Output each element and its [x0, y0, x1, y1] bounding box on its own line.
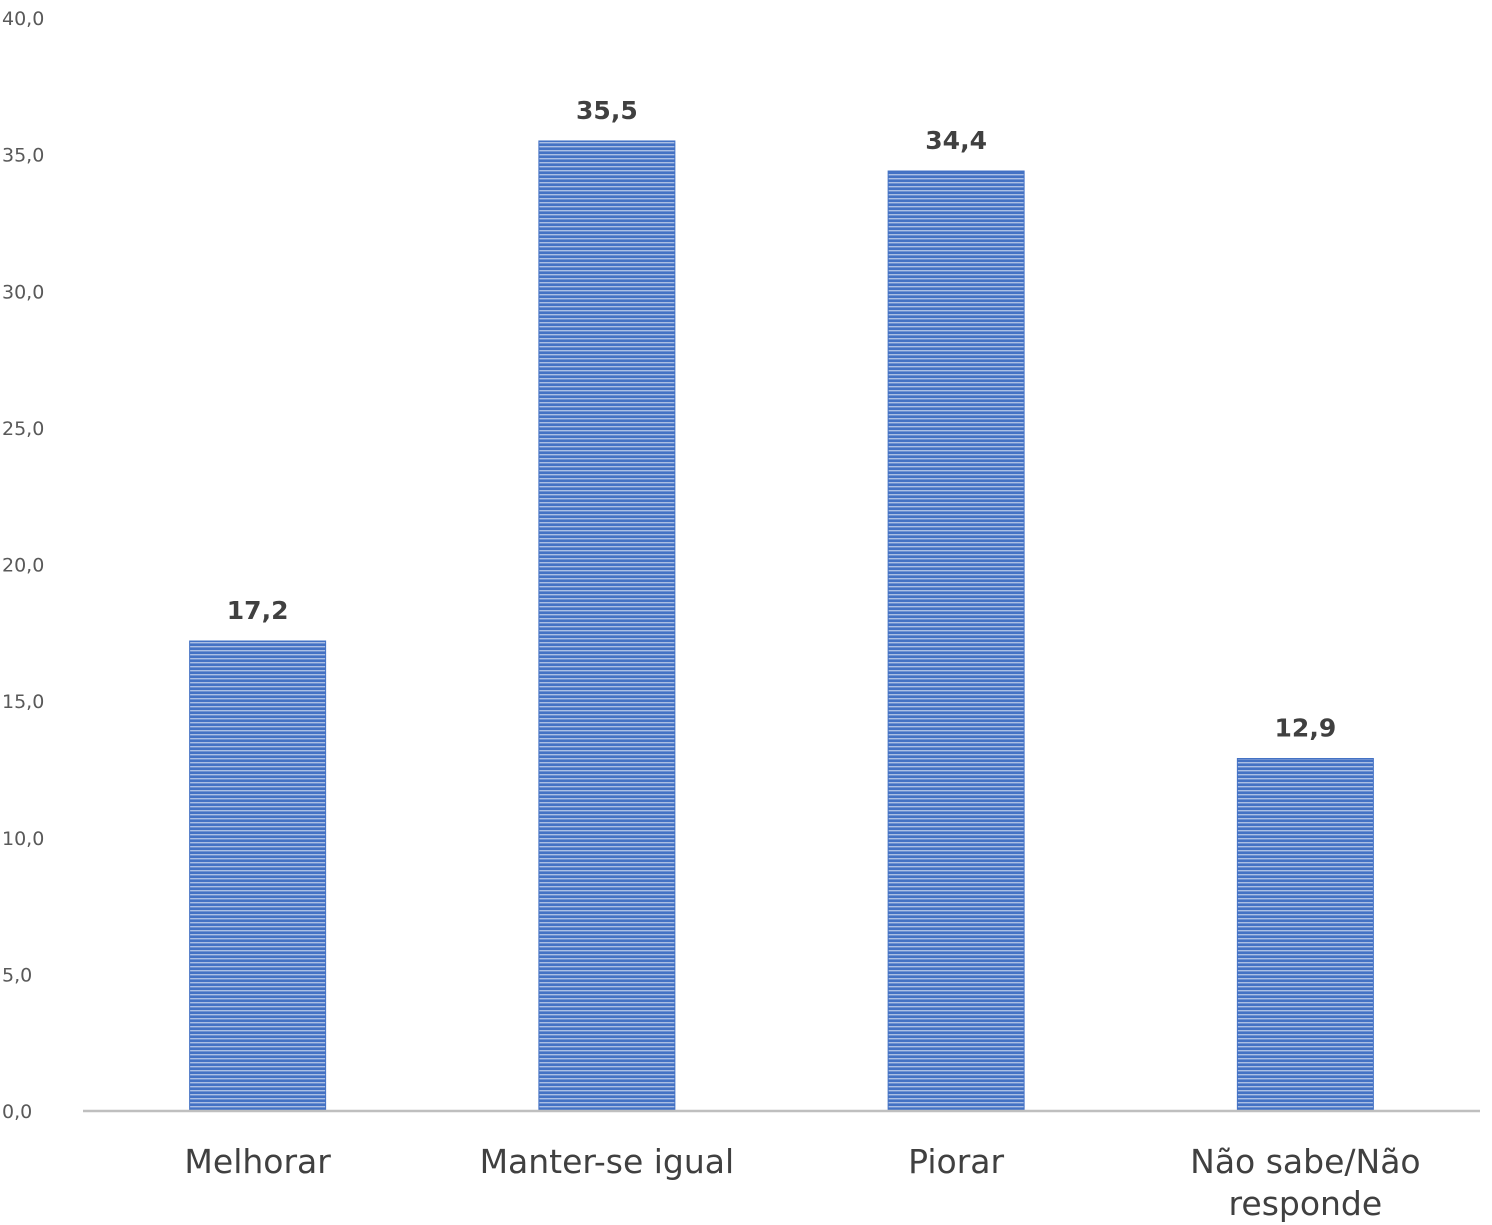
- bar-value-label: 34,4: [925, 126, 987, 155]
- y-tick-label: 10,0: [2, 828, 44, 850]
- bar: [887, 170, 1025, 1112]
- category-labels: Melhorar Manter-se igual Piorar Não sabe/Nã…: [184, 1142, 1420, 1223]
- y-tick-label: 35,0: [2, 145, 44, 167]
- bars: [189, 140, 1374, 1112]
- category-label: Não sabe/Não responde: [1190, 1142, 1420, 1223]
- bar-value-label: 12,9: [1275, 714, 1337, 743]
- y-tick-label: 20,0: [2, 555, 44, 577]
- y-tick-label: 15,0: [2, 691, 44, 713]
- y-tick-label: 0,0: [2, 1101, 32, 1123]
- bar: [1236, 758, 1374, 1112]
- y-tick-label: 30,0: [2, 281, 44, 303]
- data-labels: 17,2 35,5 34,4 12,9: [227, 96, 1336, 743]
- category-label: Piorar: [908, 1142, 1004, 1181]
- category-label: Manter-se igual: [480, 1142, 735, 1181]
- y-tick-label: 25,0: [2, 418, 44, 440]
- y-axis-ticks: 0,0 5,0 10,0 15,0 20,0 25,0 30,0 35,0 40,0: [2, 8, 44, 1123]
- bar: [189, 640, 327, 1112]
- bar: [538, 140, 676, 1112]
- y-tick-label: 5,0: [2, 964, 32, 986]
- bar-value-label: 17,2: [227, 596, 289, 625]
- category-label: Melhorar: [184, 1142, 331, 1181]
- bar-value-label: 35,5: [576, 96, 638, 125]
- y-tick-label: 40,0: [2, 8, 44, 30]
